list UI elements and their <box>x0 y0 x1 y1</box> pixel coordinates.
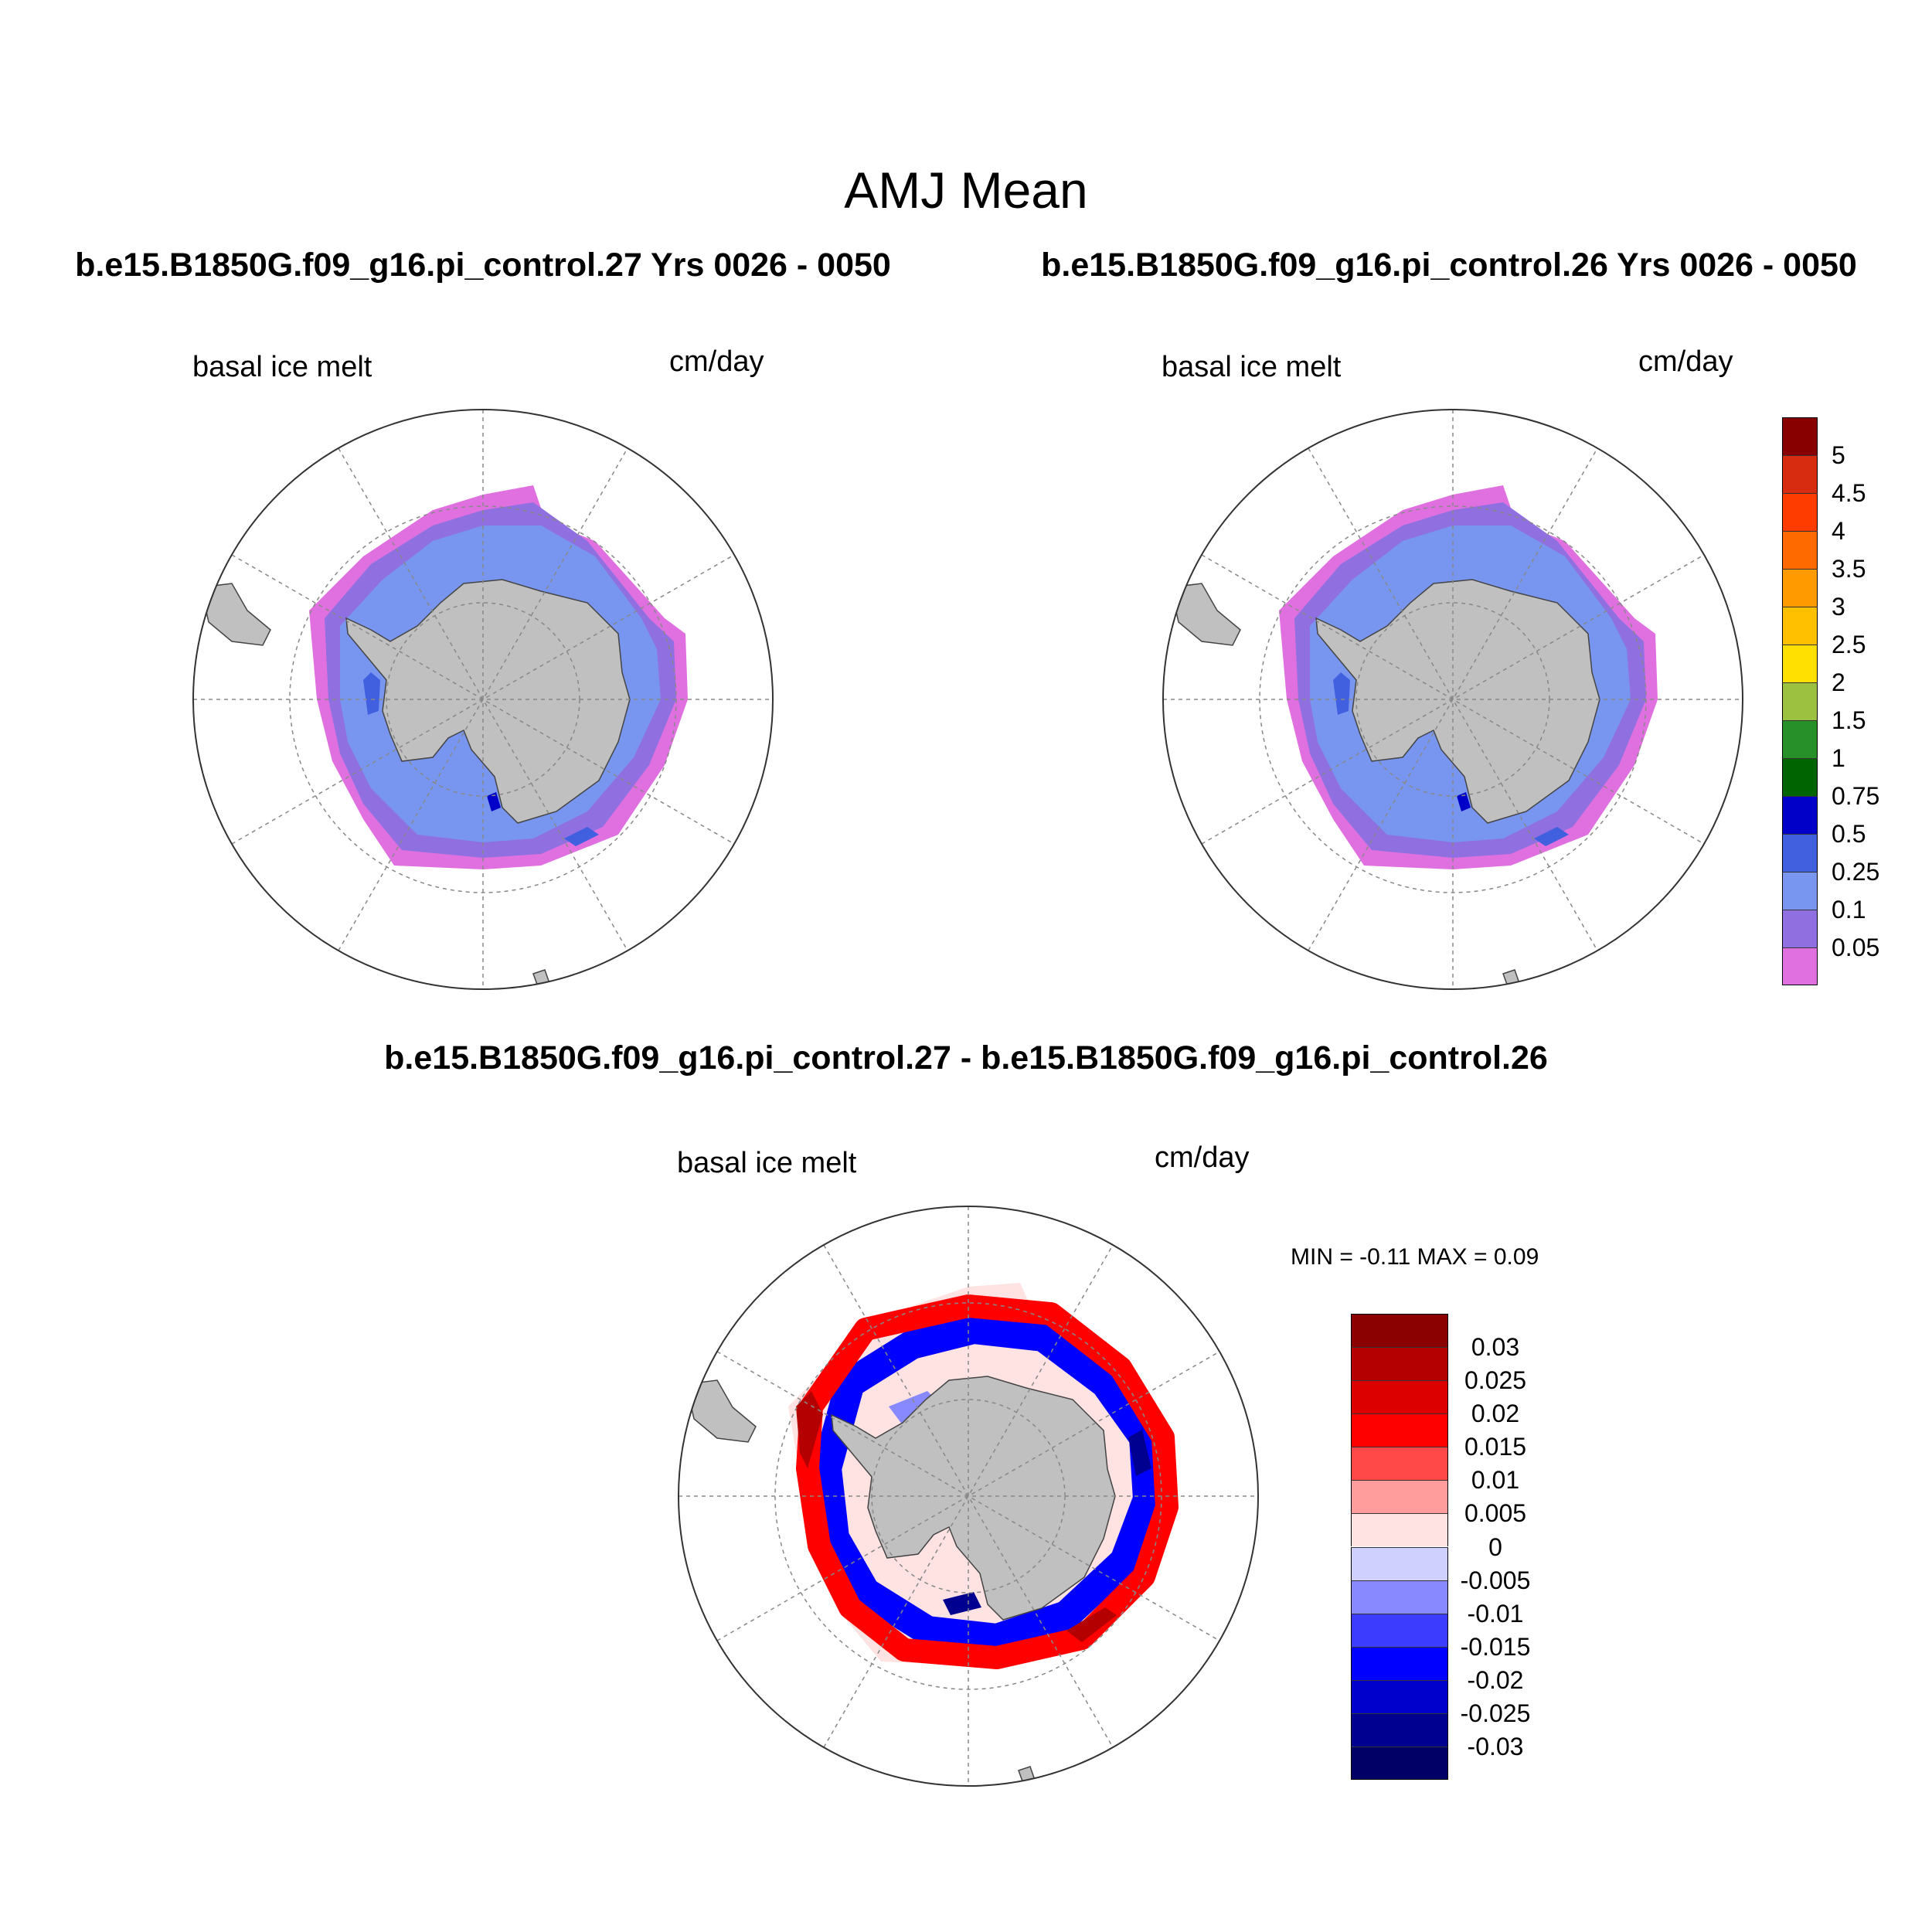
panel1-units-label: cm/day <box>669 345 764 378</box>
colorbar-tick-label: 0.03 <box>1471 1333 1520 1362</box>
colorbar-box <box>1351 1380 1448 1414</box>
panel1-variable-label: basal ice melt <box>192 351 372 383</box>
colorbar-box <box>1782 947 1818 985</box>
difference-min-max: MIN = -0.11 MAX = 0.09 <box>1291 1244 1539 1270</box>
colorbar-box <box>1351 1480 1448 1514</box>
colorbar-tick-label: 0.005 <box>1464 1499 1527 1528</box>
colorbar-box <box>1782 493 1818 531</box>
colorbar-tick-label: 0.025 <box>1464 1366 1527 1395</box>
colorbar-tick-label: 2 <box>1832 668 1845 696</box>
colorbar-tick-label: -0.01 <box>1467 1599 1524 1628</box>
colorbar-tick-label: 0.015 <box>1464 1433 1527 1461</box>
colorbar-tick-label: 1.5 <box>1832 706 1866 734</box>
colorbar-box <box>1782 910 1818 947</box>
colorbar-box <box>1351 1413 1448 1447</box>
colorbar-difference <box>1351 1314 1448 1780</box>
colorbar-tick-label: -0.005 <box>1460 1566 1531 1594</box>
colorbar-box <box>1782 645 1818 682</box>
map-grid <box>193 410 773 989</box>
land-south-america <box>200 583 271 646</box>
colorbar-tick-label: 4 <box>1832 517 1845 545</box>
colorbar-tick-label: 5 <box>1832 441 1845 469</box>
colorbar-box <box>1782 872 1818 910</box>
colorbar-box <box>1351 1746 1448 1780</box>
colorbar-tick-label: 0.02 <box>1471 1400 1520 1428</box>
colorbar-tick-label: 3 <box>1832 593 1845 621</box>
colorbar-box <box>1351 1546 1448 1580</box>
colorbar-box <box>1782 834 1818 872</box>
colorbar-box <box>1351 1679 1448 1713</box>
land-island <box>532 969 551 989</box>
panel2-variable-label: basal ice melt <box>1162 351 1342 383</box>
colorbar-tick-label: -0.02 <box>1467 1665 1524 1694</box>
panel-title-difference: b.e15.B1850G.f09_g16.pi_control.27 - b.e… <box>384 1039 1548 1077</box>
colorbar-box <box>1782 720 1818 758</box>
colorbar-box <box>1782 417 1818 455</box>
diff-dark-red <box>1066 1607 1117 1642</box>
colorbar-tick-label: -0.03 <box>1467 1732 1524 1760</box>
panel-title-control-27: b.e15.B1850G.f09_g16.pi_control.27 Yrs 0… <box>75 247 891 284</box>
land-south-america <box>685 1379 757 1443</box>
colorbar-tick-label: -0.025 <box>1460 1699 1531 1727</box>
map-control-26 <box>1162 409 1743 990</box>
colorbar-box <box>1782 796 1818 834</box>
map-difference <box>678 1206 1259 1787</box>
panel-title-control-26: b.e15.B1850G.f09_g16.pi_control.26 Yrs 0… <box>1041 247 1857 284</box>
diff-blue-ring <box>812 1315 1162 1653</box>
panel3-variable-label: basal ice melt <box>677 1147 857 1179</box>
colorbar-tick-label: 1 <box>1832 744 1845 772</box>
colorbar-box <box>1782 569 1818 607</box>
colorbar-box <box>1351 1580 1448 1614</box>
colorbar-box <box>1782 531 1818 569</box>
colorbar-box <box>1351 1713 1448 1747</box>
diff-dark-red <box>796 1391 823 1468</box>
colorbar-box <box>1351 1613 1448 1647</box>
diff-red-ring <box>796 1294 1179 1669</box>
colorbar-tick-label: 0 <box>1488 1532 1502 1561</box>
colorbar-tick-label: 0.1 <box>1832 896 1866 923</box>
colorbar-mean <box>1782 417 1818 985</box>
land-island <box>1018 1766 1036 1786</box>
diff-dark-blue <box>943 1592 981 1615</box>
colorbar-box <box>1782 607 1818 645</box>
melt-blue-patch <box>564 827 599 846</box>
colorbar-tick-label: 0.75 <box>1832 782 1880 810</box>
colorbar-box <box>1351 1513 1448 1547</box>
colorbar-tick-label: 4.5 <box>1832 479 1866 507</box>
map-boundary <box>192 409 774 990</box>
diff-dark-blue <box>1128 1430 1151 1476</box>
colorbar-box <box>1782 682 1818 720</box>
colorbar-box <box>1351 1447 1448 1481</box>
colorbar-tick-label: 3.5 <box>1832 555 1866 583</box>
panel3-units-label: cm/day <box>1155 1141 1250 1174</box>
colorbar-box <box>1782 455 1818 493</box>
colorbar-box <box>1351 1646 1448 1680</box>
melt-dark-patch <box>487 792 501 811</box>
map-control-27 <box>192 409 774 990</box>
colorbar-box <box>1782 758 1818 796</box>
colorbar-tick-label: 0.25 <box>1832 858 1880 886</box>
colorbar-tick-label: 2.5 <box>1832 631 1866 658</box>
colorbar-box <box>1351 1347 1448 1381</box>
colorbar-tick-label: 0.5 <box>1832 820 1866 848</box>
colorbar-box <box>1351 1314 1448 1348</box>
colorbar-tick-label: 0.01 <box>1471 1466 1520 1495</box>
panel2-units-label: cm/day <box>1638 345 1733 378</box>
colorbar-tick-label: -0.015 <box>1460 1632 1531 1661</box>
colorbar-tick-label: 0.05 <box>1832 934 1880 961</box>
figure-title: AMJ Mean <box>844 162 1088 219</box>
melt-blue-patch <box>363 672 380 715</box>
